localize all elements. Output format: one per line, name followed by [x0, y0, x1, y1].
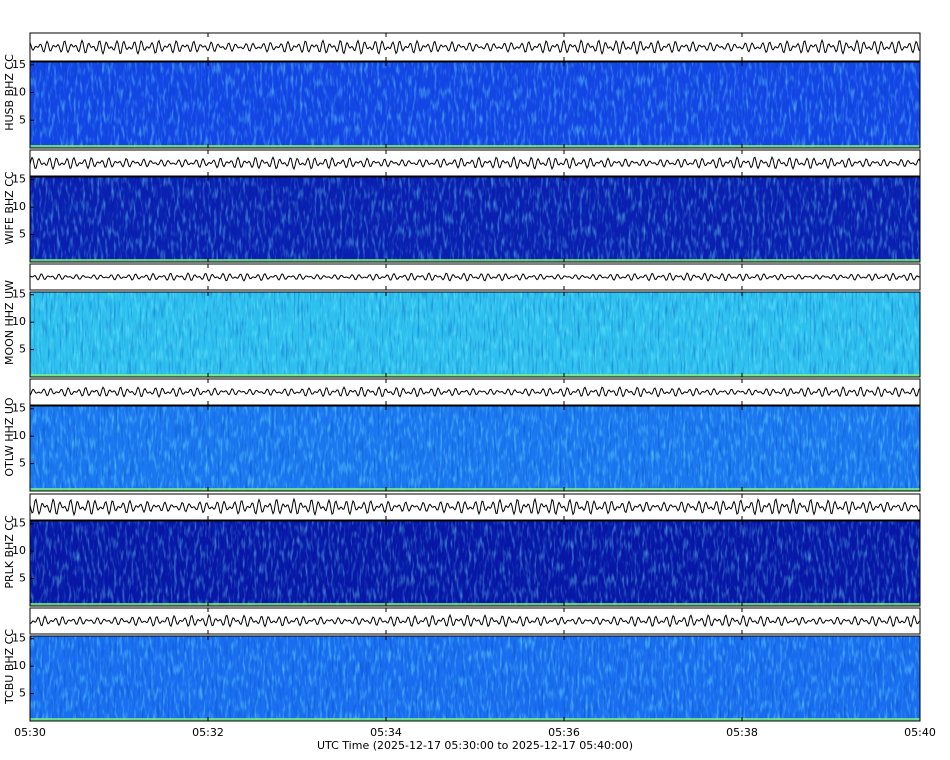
y-tick-label: 10 [12, 429, 26, 442]
low-frequency-band [30, 259, 920, 262]
y-tick-label: 10 [12, 200, 26, 213]
spectrogram-frame [29, 405, 921, 492]
x-tick-label: 05:38 [726, 726, 758, 739]
y-tick-label: 5 [19, 457, 26, 470]
y-tick-label: 10 [12, 659, 26, 672]
y-axis-label: TCBU BHZ CC [3, 629, 16, 705]
y-axis-label: PRLK BHZ CC [3, 515, 16, 589]
waveform [29, 386, 921, 398]
spectrogram-frame [29, 291, 921, 378]
spectrogram-texture [30, 636, 920, 721]
y-tick-label: 5 [19, 113, 26, 126]
spectrogram-texture [30, 177, 920, 262]
y-tick-label: 10 [12, 315, 26, 328]
spectrogram-frame [29, 176, 921, 263]
x-axis-label: UTC Time (2025-12-17 05:30:00 to 2025-12… [317, 739, 633, 752]
y-tick-label: 15 [12, 58, 26, 71]
y-axis-label: OTLW HHZ UO [3, 397, 16, 476]
y-tick-label: 10 [12, 86, 26, 99]
y-axis-label: HUSB BHZ CC [3, 54, 16, 131]
low-frequency-band [30, 374, 920, 377]
x-tick-label: 05:40 [904, 726, 936, 739]
spectrogram-texture [30, 62, 920, 148]
waveform [29, 38, 921, 56]
y-tick-label: 15 [12, 632, 26, 645]
y-axis-label: MOON HHZ UW [3, 280, 16, 365]
y-tick-label: 15 [12, 173, 26, 186]
y-tick-label: 15 [12, 402, 26, 415]
spectrogram-frame [29, 61, 921, 149]
x-tick-label: 05:34 [370, 726, 402, 739]
spectrogram-texture [30, 406, 920, 491]
low-frequency-band [30, 145, 920, 148]
x-tick-label: 05:36 [548, 726, 580, 739]
waveform [29, 497, 921, 517]
waveform-frame [29, 607, 921, 635]
spectrogram-texture [30, 521, 920, 606]
y-tick-label: 5 [19, 228, 26, 241]
spectrogram-frame [29, 520, 921, 607]
y-tick-label: 5 [19, 572, 26, 585]
low-frequency-band [30, 488, 920, 491]
low-frequency-band [30, 603, 920, 606]
waveform-frame [29, 149, 921, 177]
waveform [29, 156, 921, 171]
y-tick-label: 5 [19, 687, 26, 700]
low-frequency-band [30, 718, 920, 721]
y-tick-label: 15 [12, 288, 26, 301]
spectrogram-frame [29, 635, 921, 722]
x-tick-label: 05:30 [14, 726, 46, 739]
spectrogram-texture [30, 292, 920, 377]
y-tick-label: 10 [12, 544, 26, 557]
waveform [29, 272, 921, 282]
waveform [29, 613, 921, 628]
waveform-frame [29, 493, 921, 521]
y-axis-label: WIFE BHZ CC [3, 171, 16, 244]
y-tick-label: 5 [19, 343, 26, 356]
y-tick-label: 15 [12, 517, 26, 530]
x-tick-label: 05:32 [192, 726, 224, 739]
